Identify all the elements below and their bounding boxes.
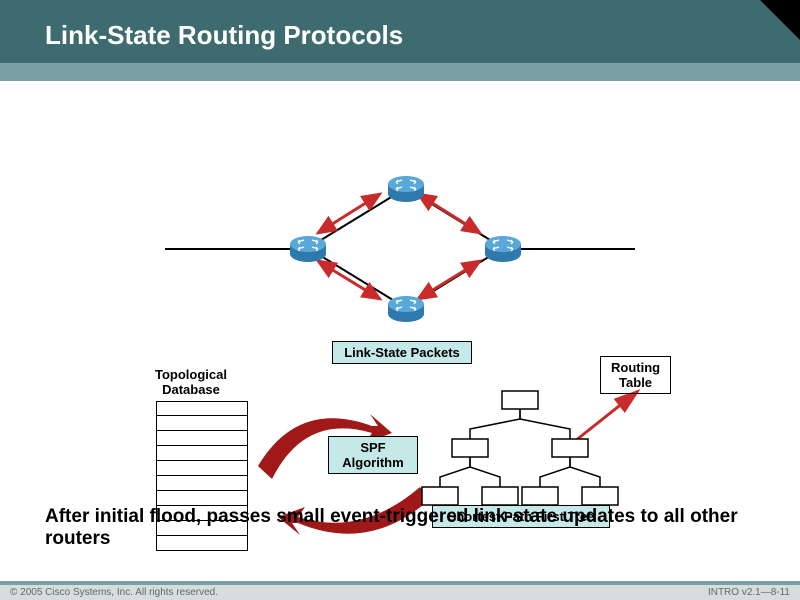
label-line-1: SPF: [339, 440, 407, 455]
routing-table-label: Routing Table: [600, 356, 671, 394]
topological-database-label: Topological Database: [155, 367, 227, 397]
footer-slide-id: INTRO v2.1—8-11: [708, 587, 790, 598]
label-line-2: Database: [155, 382, 227, 397]
network-topology: [0, 81, 800, 361]
slide-title: Link-State Routing Protocols: [45, 20, 800, 51]
slide-footer: © 2005 Cisco Systems, Inc. All rights re…: [0, 585, 800, 600]
slide-header: Link-State Routing Protocols: [0, 0, 800, 63]
spf-algorithm-label: SPF Algorithm: [328, 436, 418, 474]
label-line-2: Algorithm: [339, 455, 407, 470]
label-line-2: Table: [611, 375, 660, 390]
link-state-packets-label: Link-State Packets: [332, 341, 472, 364]
corner-fold: [760, 0, 800, 40]
footer-copyright: © 2005 Cisco Systems, Inc. All rights re…: [10, 587, 218, 598]
label-line-1: Routing: [611, 360, 660, 375]
label-line-1: Topological: [155, 367, 227, 382]
diagram-area: Link-State Packets Topological Database …: [0, 81, 800, 521]
divider-band: [0, 63, 800, 81]
slide-caption: After initial flood, passes small event-…: [45, 506, 755, 550]
